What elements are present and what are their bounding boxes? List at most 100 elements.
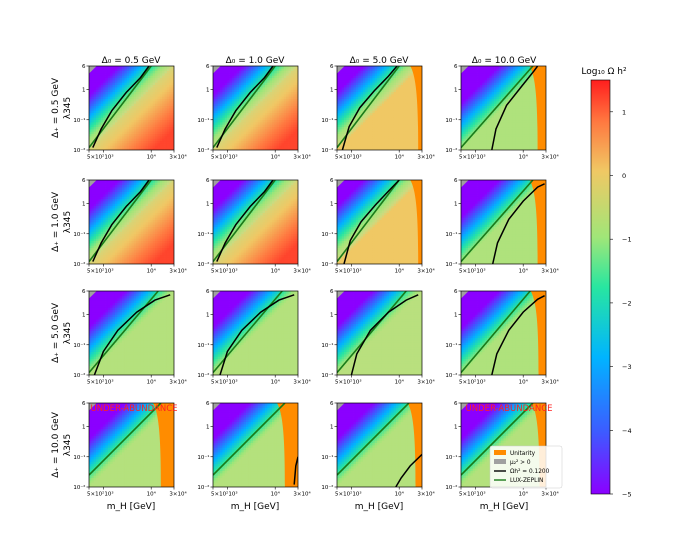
- heatmap-cell: [117, 68, 121, 72]
- heatmap-cell: [215, 119, 219, 123]
- heatmap-cell: [295, 138, 298, 142]
- heatmap-cell: [377, 75, 380, 79]
- heatmap-cell: [386, 112, 390, 116]
- heatmap-cell: [384, 145, 387, 149]
- heatmap-cell: [112, 75, 116, 79]
- heatmap-cell: [131, 115, 135, 118]
- heatmap-cell: [477, 124, 481, 128]
- heatmap-cell: [238, 140, 242, 144]
- heatmap-cell: [255, 131, 259, 135]
- heatmap-cell: [290, 103, 294, 107]
- heatmap-cell: [159, 68, 163, 72]
- heatmap-cell: [250, 117, 254, 121]
- heatmap-cell: [365, 122, 369, 125]
- heatmap-cell: [238, 145, 242, 149]
- heatmap-cell: [365, 75, 369, 79]
- heatmap-cell: [355, 98, 359, 102]
- heatmap-cell: [231, 110, 235, 114]
- heatmap-cell: [527, 117, 530, 121]
- heatmap-cell: [250, 80, 254, 83]
- heatmap-cell: [386, 143, 390, 146]
- heatmap-cell: [517, 140, 521, 144]
- heatmap-cell: [138, 75, 142, 79]
- heatmap-cell: [150, 101, 154, 104]
- heatmap-cell: [110, 87, 114, 90]
- heatmap-cell: [517, 122, 521, 125]
- heatmap-cell: [129, 131, 132, 135]
- heatmap-cell: [96, 73, 99, 76]
- heatmap-cell: [243, 108, 247, 111]
- heatmap-cell: [140, 101, 144, 104]
- heatmap-cell: [220, 131, 223, 135]
- heatmap-cell: [377, 96, 380, 100]
- heatmap-cell: [220, 70, 223, 74]
- heatmap-cell: [512, 70, 516, 74]
- heatmap-cell: [489, 73, 493, 76]
- heatmap-cell: [255, 129, 259, 132]
- heatmap-cell: [162, 94, 165, 97]
- heatmap-cell: [388, 70, 392, 74]
- heatmap-cell: [337, 124, 340, 128]
- heatmap-cell: [372, 115, 376, 118]
- heatmap-cell: [344, 82, 347, 86]
- heatmap-cell: [360, 145, 364, 149]
- heatmap-cell: [124, 136, 128, 139]
- heatmap-cell: [470, 75, 474, 79]
- heatmap-cell: [475, 110, 478, 114]
- heatmap-cell: [89, 73, 92, 76]
- heatmap-cell: [407, 131, 411, 135]
- heatmap-cell: [286, 91, 289, 95]
- heatmap-cell: [393, 105, 397, 109]
- heatmap-cell: [164, 112, 168, 116]
- heatmap-cell: [107, 94, 111, 97]
- heatmap-cell: [279, 96, 282, 100]
- heatmap-cell: [386, 82, 390, 86]
- heatmap-cell: [465, 91, 469, 95]
- heatmap-cell: [96, 87, 99, 90]
- heatmap-cell: [103, 143, 106, 146]
- heatmap-cell: [272, 96, 275, 100]
- heatmap-cell: [286, 147, 289, 150]
- heatmap-cell: [164, 108, 168, 111]
- heatmap-cell: [405, 126, 409, 130]
- heatmap-cell: [100, 140, 104, 144]
- heatmap-cell: [126, 122, 130, 125]
- heatmap-cell: [358, 70, 362, 74]
- heatmap-cell: [152, 105, 156, 109]
- heatmap-cell: [98, 89, 102, 93]
- heatmap-cell: [353, 133, 357, 137]
- x-tick-label: 10⁴: [147, 154, 157, 161]
- heatmap-cell: [224, 108, 228, 111]
- heatmap-cell: [91, 110, 95, 114]
- heatmap-cell: [496, 143, 500, 146]
- heatmap-cell: [220, 122, 223, 125]
- x-tick-label: 5×10²: [87, 154, 104, 161]
- heatmap-cell: [269, 143, 273, 146]
- heatmap-cell: [257, 101, 261, 104]
- heatmap-cell: [470, 103, 474, 107]
- heatmap-cell: [276, 147, 280, 150]
- heatmap-cell: [274, 105, 278, 109]
- heatmap-cell: [248, 94, 252, 97]
- heatmap-cell: [260, 77, 263, 81]
- heatmap-cell: [89, 117, 92, 121]
- heatmap-cell: [498, 143, 502, 146]
- heatmap-cell: [164, 129, 168, 132]
- heatmap-cell: [162, 77, 165, 81]
- heatmap-cell: [213, 117, 216, 121]
- heatmap-cell: [351, 94, 354, 97]
- heatmap-cell: [213, 133, 216, 137]
- heatmap-cell: [279, 117, 282, 121]
- heatmap-cell: [124, 101, 128, 104]
- heatmap-cell: [341, 108, 345, 111]
- heatmap-cell: [124, 126, 128, 130]
- heatmap-cell: [126, 147, 130, 150]
- heatmap-cell: [250, 103, 254, 107]
- heatmap-cell: [414, 131, 418, 135]
- heatmap-cell: [388, 143, 392, 146]
- heatmap-cell: [494, 122, 497, 125]
- heatmap-cell: [89, 112, 92, 116]
- heatmap-cell: [524, 94, 528, 97]
- heatmap-cell: [143, 91, 147, 95]
- heatmap-cell: [114, 77, 118, 81]
